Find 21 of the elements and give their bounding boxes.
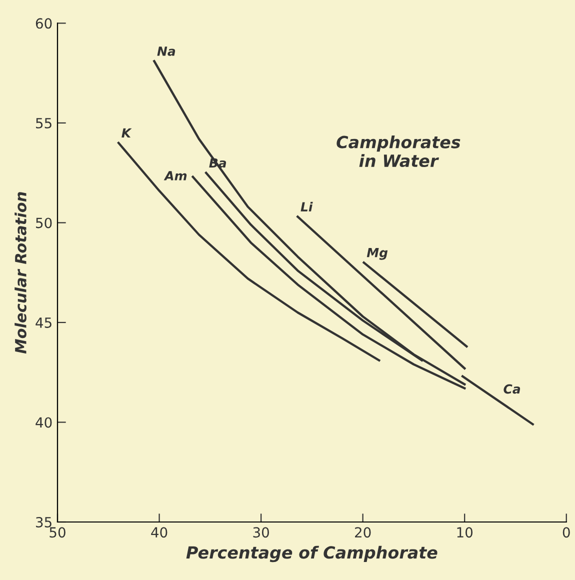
x-tick-label: 30 <box>253 527 269 538</box>
x-tick-label: 50 <box>50 527 66 538</box>
series-label: Mg <box>366 248 388 260</box>
y-tick-label: 60 <box>36 18 52 29</box>
y-tick-label: 40 <box>36 417 52 428</box>
annotation: Camphorates in Water <box>336 135 460 168</box>
series-label: Na <box>157 46 176 56</box>
x-tick-label: 20 <box>355 527 371 538</box>
x-tick-label: 0 <box>562 527 570 538</box>
series-label: Am <box>164 171 187 180</box>
y-tick-label: 50 <box>36 218 52 228</box>
y-tick-label: 35 <box>36 516 52 528</box>
y-axis-title: Molecular Rotation <box>14 192 26 354</box>
x-axis-title: Percentage of Camphorate <box>186 546 438 562</box>
x-tick-label: 40 <box>151 527 168 538</box>
series-label: Ca <box>504 384 520 394</box>
x-tick-label: 10 <box>457 527 473 538</box>
y-tick-label: 55 <box>36 118 52 128</box>
y-tick-label: 45 <box>36 318 52 328</box>
series-label: K <box>122 128 132 138</box>
series-label: Li <box>300 202 313 212</box>
